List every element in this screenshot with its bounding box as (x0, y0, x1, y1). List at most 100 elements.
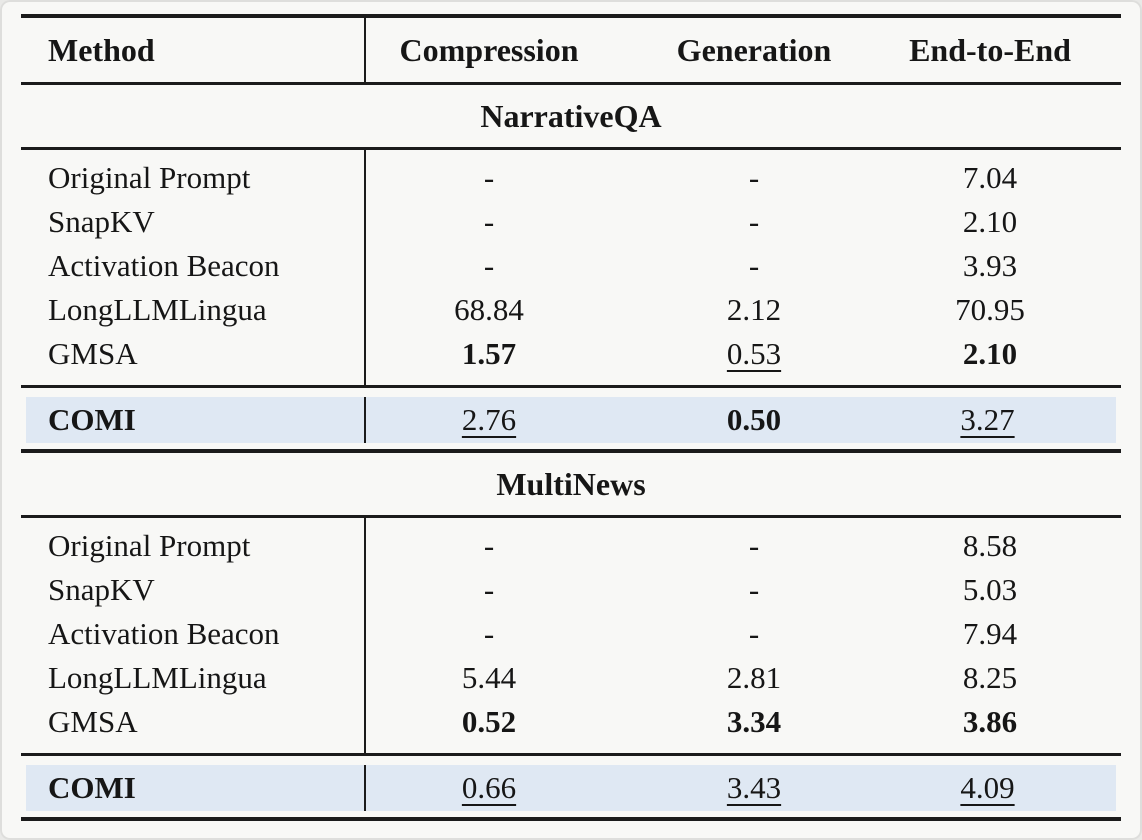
value-cell: 8.58 (894, 524, 1121, 568)
value-text: - (483, 248, 495, 283)
value-cell: 68.84 (364, 288, 614, 332)
value-text: - (748, 204, 760, 239)
value-text: 5.44 (461, 660, 517, 695)
method-cell: COMI (48, 770, 136, 805)
value-text: 2.10 (962, 204, 1018, 239)
section-end-rule (21, 449, 1121, 453)
value-text: 0.53 (726, 336, 782, 371)
method-cell: Original Prompt (48, 528, 251, 563)
table-row: SnapKV - - 2.10 (21, 200, 1121, 244)
value-text: - (483, 616, 495, 651)
value-cell: - (364, 244, 614, 288)
section-title-narrativeqa: NarrativeQA (21, 85, 1121, 147)
value-text: 7.04 (962, 160, 1018, 195)
table-top-rule (21, 14, 1121, 18)
value-cell: 0.66 (364, 765, 614, 811)
value-text: 8.58 (962, 528, 1018, 563)
value-cell: 3.27 (894, 397, 1116, 443)
table-row: Activation Beacon - - 7.94 (21, 612, 1121, 656)
method-cell: LongLLMLingua (48, 660, 267, 695)
value-text: 8.25 (962, 660, 1018, 695)
value-cell: - (614, 244, 894, 288)
value-cell: 70.95 (894, 288, 1121, 332)
value-text: 68.84 (454, 292, 524, 327)
method-cell: COMI (48, 402, 136, 437)
section-end-rule (21, 817, 1121, 821)
value-cell: 0.50 (614, 397, 894, 443)
value-cell: 7.04 (894, 156, 1121, 200)
value-text: - (483, 204, 495, 239)
value-text: 70.95 (955, 292, 1025, 327)
value-text: - (748, 160, 760, 195)
value-cell: - (364, 524, 614, 568)
method-cell: Activation Beacon (48, 248, 280, 283)
table-row: Original Prompt - - 8.58 (21, 524, 1121, 568)
column-header-end-to-end: End-to-End (909, 31, 1071, 68)
value-cell: 5.44 (364, 656, 614, 700)
value-cell: 1.57 (364, 332, 614, 376)
table-row: GMSA 1.57 0.53 2.10 (21, 332, 1121, 376)
value-text: 2.81 (726, 660, 782, 695)
section-body-multinews: Original Prompt - - 8.58 SnapKV - - 5.03 Activat… (21, 518, 1121, 753)
table-header-row: Method Compression Generation End-to-End (21, 18, 1121, 82)
value-text: - (748, 616, 760, 651)
value-cell: 3.93 (894, 244, 1121, 288)
table-row: Activation Beacon - - 3.93 (21, 244, 1121, 288)
value-text: 3.86 (962, 704, 1018, 739)
section-body-bottom-rule (21, 753, 1121, 756)
value-cell: 0.53 (614, 332, 894, 376)
section-title-bottom-rule (21, 147, 1121, 150)
value-text: - (748, 528, 760, 563)
value-cell: 8.25 (894, 656, 1121, 700)
section-body-narrativeqa: Original Prompt - - 7.04 SnapKV - - 2.10 Activat… (21, 150, 1121, 385)
value-text: - (748, 248, 760, 283)
column-header-compression: Compression (399, 31, 579, 68)
value-cell: - (614, 568, 894, 612)
table-row: LongLLMLingua 5.44 2.81 8.25 (21, 656, 1121, 700)
method-cell: Activation Beacon (48, 616, 280, 651)
method-cell: GMSA (48, 704, 138, 739)
value-cell: 2.76 (364, 397, 614, 443)
value-cell: 4.09 (894, 765, 1116, 811)
method-cell: Original Prompt (48, 160, 251, 195)
table-row: Original Prompt - - 7.04 (21, 156, 1121, 200)
value-text: 0.52 (461, 704, 517, 739)
value-text: - (483, 572, 495, 607)
value-text: 2.76 (461, 402, 517, 437)
value-text: 0.50 (726, 402, 782, 437)
value-cell: - (364, 612, 614, 656)
value-cell: 3.86 (894, 700, 1121, 744)
value-cell: 7.94 (894, 612, 1121, 656)
value-cell: 3.34 (614, 700, 894, 744)
value-cell: 2.10 (894, 332, 1121, 376)
value-text: 3.43 (726, 770, 782, 805)
section-title-bottom-rule (21, 515, 1121, 518)
table-row: LongLLMLingua 68.84 2.12 70.95 (21, 288, 1121, 332)
value-text: - (483, 528, 495, 563)
value-text: 7.94 (962, 616, 1018, 651)
table-row: SnapKV - - 5.03 (21, 568, 1121, 612)
column-header-generation: Generation (676, 31, 832, 68)
value-cell: 0.52 (364, 700, 614, 744)
value-text: - (748, 572, 760, 607)
method-cell: GMSA (48, 336, 138, 371)
value-cell: - (364, 156, 614, 200)
table-sections: NarrativeQA Original Prompt - - 7.04 SnapKV - -… (21, 85, 1121, 821)
value-text: 3.93 (962, 248, 1018, 283)
value-cell: 5.03 (894, 568, 1121, 612)
section-title-multinews: MultiNews (21, 453, 1121, 515)
value-text: 3.34 (726, 704, 782, 739)
value-text: 2.10 (962, 336, 1018, 371)
section-body-bottom-rule (21, 385, 1121, 388)
table-row: GMSA 0.52 3.34 3.86 (21, 700, 1121, 744)
column-header-method: Method (48, 31, 155, 68)
section-title-label: NarrativeQA (480, 97, 662, 134)
value-cell: 2.10 (894, 200, 1121, 244)
value-cell: 2.81 (614, 656, 894, 700)
value-cell: 2.12 (614, 288, 894, 332)
value-text: 3.27 (960, 402, 1015, 437)
value-text: - (483, 160, 495, 195)
value-text: 2.12 (726, 292, 782, 327)
value-text: 4.09 (960, 770, 1015, 805)
